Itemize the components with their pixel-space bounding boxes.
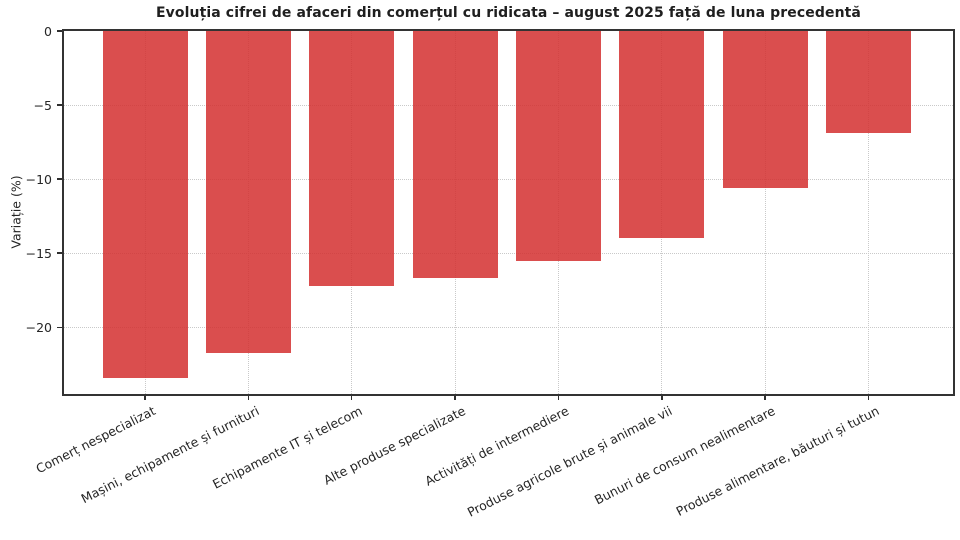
y-tick-label: −15 xyxy=(25,245,52,261)
x-tick-mark xyxy=(661,396,663,400)
bar xyxy=(412,31,498,279)
y-tick-label: −5 xyxy=(33,97,52,113)
x-tick-label: Bunuri de consum nealimentare xyxy=(592,403,778,508)
x-tick-mark xyxy=(350,396,353,400)
bar xyxy=(515,31,601,261)
x-tick-label: Produse alimentare, băuturi și tutun xyxy=(673,403,882,519)
x-tick-mark xyxy=(144,396,146,400)
bar xyxy=(102,31,188,378)
horizontal-gridline xyxy=(64,104,953,106)
x-tick-mark xyxy=(867,396,870,400)
y-tick-mark xyxy=(57,178,62,180)
bar xyxy=(309,31,395,286)
horizontal-gridline xyxy=(64,326,953,328)
bar xyxy=(205,31,291,353)
x-tick-label: Mașini, echipamente și furnituri xyxy=(78,403,262,507)
bar xyxy=(825,31,911,134)
horizontal-gridline xyxy=(64,252,953,254)
x-tick-mark xyxy=(764,396,766,400)
chart-title: Evoluția cifrei de afaceri din comerțul … xyxy=(156,5,861,21)
bar xyxy=(722,31,808,189)
x-tick-mark xyxy=(454,396,456,400)
x-tick-mark xyxy=(247,396,250,400)
y-tick-label: −10 xyxy=(25,171,52,187)
y-tick-mark xyxy=(57,326,62,329)
horizontal-gridline xyxy=(64,178,953,180)
y-tick-mark xyxy=(57,30,62,32)
vertical-gridline xyxy=(764,31,766,394)
bar xyxy=(619,31,705,239)
y-tick-label: −20 xyxy=(25,319,52,335)
y-tick-mark xyxy=(57,252,62,254)
plot-area xyxy=(62,29,955,396)
y-tick-mark xyxy=(57,104,62,106)
vertical-gridline xyxy=(867,31,869,394)
x-tick-mark xyxy=(557,396,560,400)
y-tick-label: 0 xyxy=(44,23,52,39)
x-tick-label: Produse agricole brute și animale vii xyxy=(464,403,675,520)
